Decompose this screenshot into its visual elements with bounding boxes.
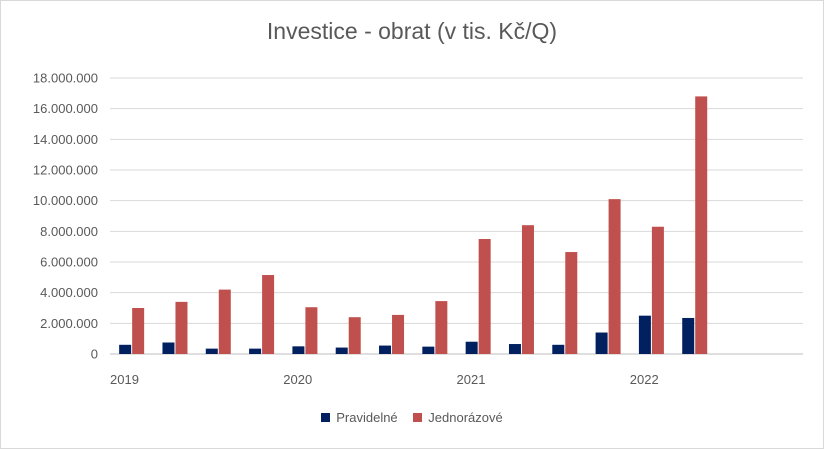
x-group-label: 2020: [283, 372, 312, 387]
x-group-label: 2022: [630, 372, 659, 387]
bar-pravidelne: [682, 317, 695, 354]
bar-pravidelne: [465, 341, 478, 354]
bar-pravidelne: [249, 348, 262, 354]
y-tick-label: 18.000.000: [33, 71, 98, 86]
bar-pravidelne: [595, 332, 608, 354]
bar-jednorazove: [608, 199, 621, 354]
bar-jednorazove: [218, 289, 231, 354]
bar-pravidelne: [422, 346, 435, 354]
legend-swatch-jednorazove: [413, 413, 423, 422]
bar-jednorazove: [521, 225, 534, 354]
bar-jednorazove: [348, 317, 361, 354]
bar-jednorazove: [305, 307, 318, 354]
bar-jednorazove: [651, 226, 664, 354]
y-tick-label: 8.000.000: [40, 224, 98, 239]
bar-pravidelne: [335, 347, 348, 354]
y-tick-label: 16.000.000: [33, 101, 98, 116]
bar-pravidelne: [552, 344, 565, 354]
bar-jednorazove: [695, 96, 708, 355]
legend: Pravidelné Jednorázové: [0, 410, 824, 425]
chart-title: Investice - obrat (v tis. Kč/Q): [266, 18, 558, 44]
bar-pravidelne: [638, 315, 651, 354]
y-tick-label: 12.000.000: [33, 163, 98, 178]
bar-jednorazove: [478, 239, 491, 354]
bar-jednorazove: [565, 252, 578, 354]
y-tick-label: 0: [91, 347, 98, 362]
bar-pravidelne: [508, 344, 521, 354]
bar-jednorazove: [392, 314, 405, 354]
bar-jednorazove: [132, 308, 145, 354]
y-tick-label: 6.000.000: [40, 255, 98, 270]
legend-label-jednorazove: Jednorázové: [428, 410, 503, 425]
legend-label-pravidelne: Pravidelné: [336, 410, 398, 425]
x-group-label: 2021: [457, 372, 486, 387]
y-tick-label: 4.000.000: [40, 285, 98, 300]
bar-jednorazove: [435, 301, 448, 354]
bar-jednorazove: [175, 301, 188, 354]
bar-pravidelne: [162, 342, 175, 354]
x-group-label: 2019: [110, 372, 139, 387]
bar-pravidelne: [205, 348, 218, 354]
bar-jednorazove: [262, 275, 275, 354]
y-tick-label: 2.000.000: [40, 316, 98, 331]
legend-item-pravidelne: Pravidelné: [321, 410, 398, 425]
y-tick-label: 14.000.000: [33, 132, 98, 147]
bar-pravidelne: [119, 344, 132, 354]
legend-swatch-pravidelne: [321, 413, 331, 422]
bar-pravidelne: [292, 346, 305, 354]
bar-pravidelne: [379, 345, 392, 354]
legend-item-jednorazove: Jednorázové: [413, 410, 503, 425]
y-tick-label: 10.000.000: [33, 193, 98, 208]
